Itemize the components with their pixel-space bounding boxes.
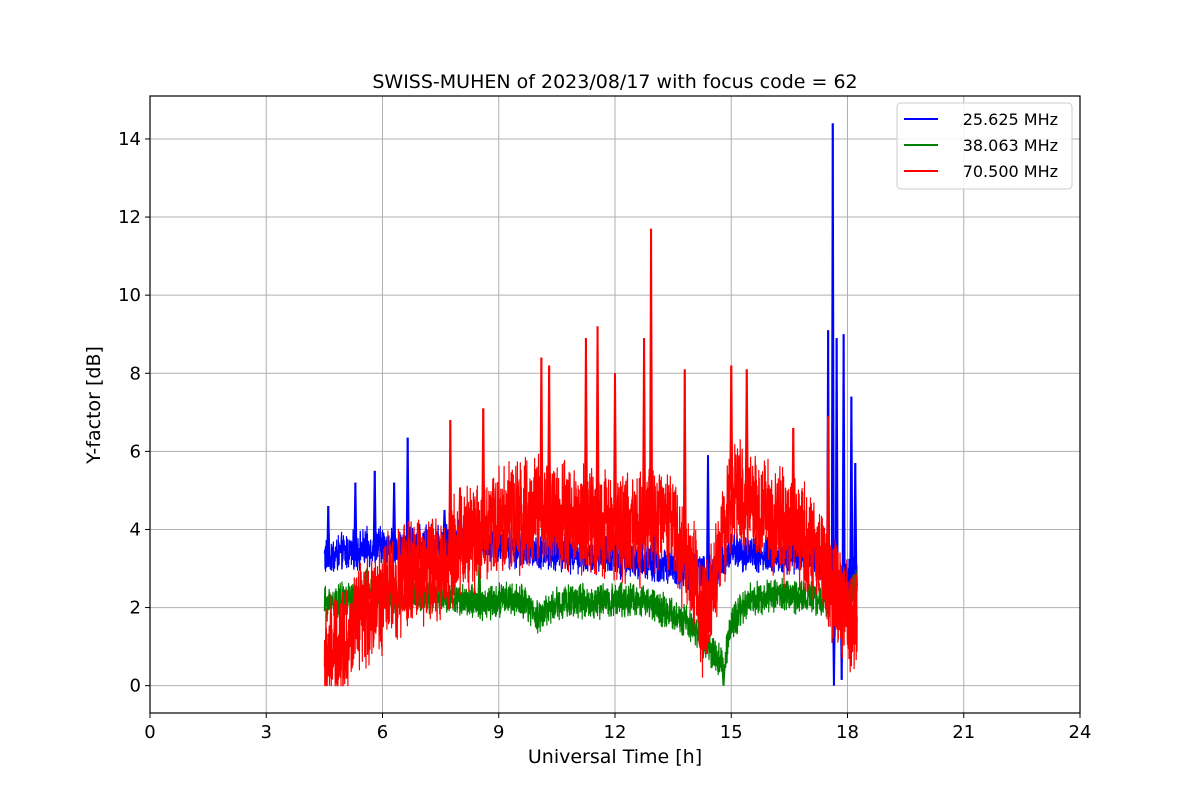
series-spike xyxy=(683,369,687,558)
series-spike xyxy=(335,646,338,684)
x-tick-label: 18 xyxy=(836,722,859,743)
series-spike xyxy=(327,506,331,557)
series-spike xyxy=(373,470,377,547)
series-spike xyxy=(325,659,329,686)
series-spike xyxy=(443,509,447,541)
series-spike xyxy=(745,369,749,497)
x-tick-label: 9 xyxy=(493,722,504,743)
y-axis-label: Y-factor [dB] xyxy=(83,346,105,465)
y-tick-label: 14 xyxy=(118,129,141,150)
series-spike xyxy=(707,455,710,575)
series-spike xyxy=(540,357,544,515)
x-tick-label: 12 xyxy=(604,722,627,743)
y-tick-label: 12 xyxy=(118,207,141,228)
legend-label: 70.500 MHz xyxy=(963,162,1058,181)
y-tick-label: 2 xyxy=(130,598,141,619)
x-axis: 0 3 6 9 12 15 18 21 24 xyxy=(144,713,1091,743)
y-tick-label: 6 xyxy=(130,441,141,462)
y-tick-label: 10 xyxy=(118,285,141,306)
series-spike xyxy=(850,396,854,576)
series-spike xyxy=(730,365,734,491)
series-spike xyxy=(393,482,397,548)
y-axis: 0 2 4 6 8 10 12 14 xyxy=(118,129,150,697)
x-tick-label: 15 xyxy=(720,722,743,743)
series-spike xyxy=(354,482,358,551)
series-line xyxy=(323,428,858,687)
series-spike xyxy=(482,408,486,528)
series-spike xyxy=(449,420,453,555)
series-spike xyxy=(792,427,796,532)
x-axis-label: Universal Time [h] xyxy=(528,746,702,768)
series-spike xyxy=(584,338,588,520)
series-spike xyxy=(722,666,726,686)
y-tick-label: 4 xyxy=(130,519,141,540)
y-tick-label: 0 xyxy=(130,676,141,697)
series-spike xyxy=(614,373,617,526)
series-2 xyxy=(323,228,858,687)
series-layer xyxy=(323,123,858,687)
series-spike xyxy=(596,326,600,523)
series-spike xyxy=(831,123,835,596)
series-spike xyxy=(850,616,854,647)
x-tick-label: 21 xyxy=(952,722,975,743)
x-tick-label: 3 xyxy=(261,722,272,743)
legend-box xyxy=(896,102,1073,190)
series-spike xyxy=(650,228,654,520)
legend-label: 38.063 MHz xyxy=(963,136,1058,155)
legend: 25.625 MHz 38.063 MHz 70.500 MHz xyxy=(896,102,1073,190)
x-tick-label: 24 xyxy=(1069,722,1092,743)
series-spike xyxy=(827,416,831,581)
y-tick-label: 8 xyxy=(130,363,141,384)
legend-label: 25.625 MHz xyxy=(963,110,1058,129)
series-spike xyxy=(842,334,846,587)
x-tick-label: 6 xyxy=(377,722,388,743)
series-spike xyxy=(548,365,552,517)
series-spike xyxy=(643,338,647,524)
x-tick-label: 0 xyxy=(144,722,155,743)
chart-title: SWISS-MUHEN of 2023/08/17 with focus cod… xyxy=(372,71,857,93)
series-spike xyxy=(854,463,858,571)
